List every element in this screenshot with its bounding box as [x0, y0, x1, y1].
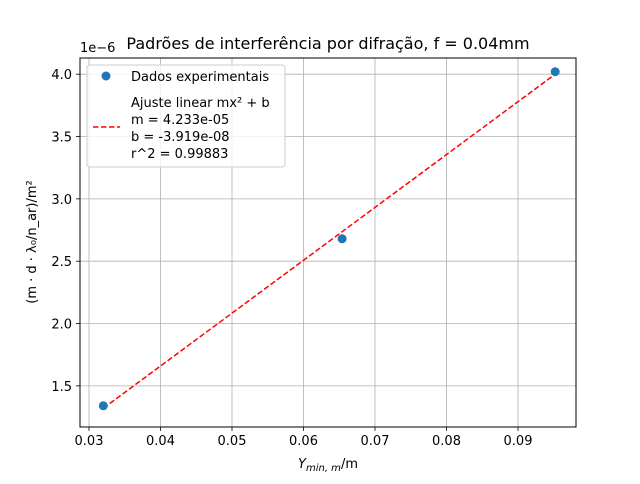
- x-tick-label: 0.07: [361, 434, 390, 449]
- y-tick-label: 3.0: [51, 193, 72, 208]
- legend-entry-r2: r^2 = 0.99883: [131, 147, 228, 162]
- y-tick-label: 2.0: [51, 318, 72, 333]
- data-point: [337, 234, 347, 244]
- legend-marker-points: [101, 71, 111, 81]
- y-axis-label: (m · d · λ₀/n_ar)/m²: [25, 180, 40, 303]
- legend-entry-b: b = -3.919e-08: [131, 130, 230, 145]
- legend: Dados experimentais Ajuste linear mx² + …: [86, 64, 286, 168]
- points-layer: [98, 67, 560, 411]
- legend-entry-fit: Ajuste linear mx² + b: [131, 96, 270, 111]
- x-tick-label: 0.05: [218, 434, 247, 449]
- x-tick-label: 0.04: [146, 434, 175, 449]
- legend-entry-m: m = 4.233e-05: [131, 113, 229, 128]
- legend-entry-data: Dados experimentais: [131, 70, 269, 85]
- x-tick-label: 0.03: [75, 434, 104, 449]
- x-axis-label: Ymin, m/m: [298, 457, 358, 474]
- legend-box: [86, 64, 286, 168]
- plot-frame: [79, 57, 577, 428]
- data-point: [550, 67, 560, 77]
- x-tick-label: 0.06: [289, 434, 318, 449]
- x-axis-label-suffix: /m: [341, 457, 358, 472]
- y-tick-label: 1.5: [51, 380, 72, 395]
- fit-layer: [102, 73, 556, 409]
- x-tick-label: 0.09: [504, 434, 533, 449]
- y-tick-label: 4.0: [51, 68, 72, 83]
- x-axis-label-subscript: min, m: [306, 463, 341, 474]
- y-tick-label: 3.5: [51, 131, 72, 146]
- chart-title: Padrões de interferência por difração, f…: [126, 34, 529, 53]
- data-point: [98, 401, 108, 411]
- y-tick-label: 2.5: [51, 255, 72, 270]
- y-offset-text: 1e−6: [80, 41, 115, 56]
- fit-line: [102, 73, 556, 409]
- tick-layer: 0.03 0.04 0.05 0.06 0.07 0.08 0.09 1.5 2.0 2.5 3.0…: [51, 68, 532, 449]
- x-tick-label: 0.08: [432, 434, 461, 449]
- x-axis-label-main: Y: [298, 457, 307, 472]
